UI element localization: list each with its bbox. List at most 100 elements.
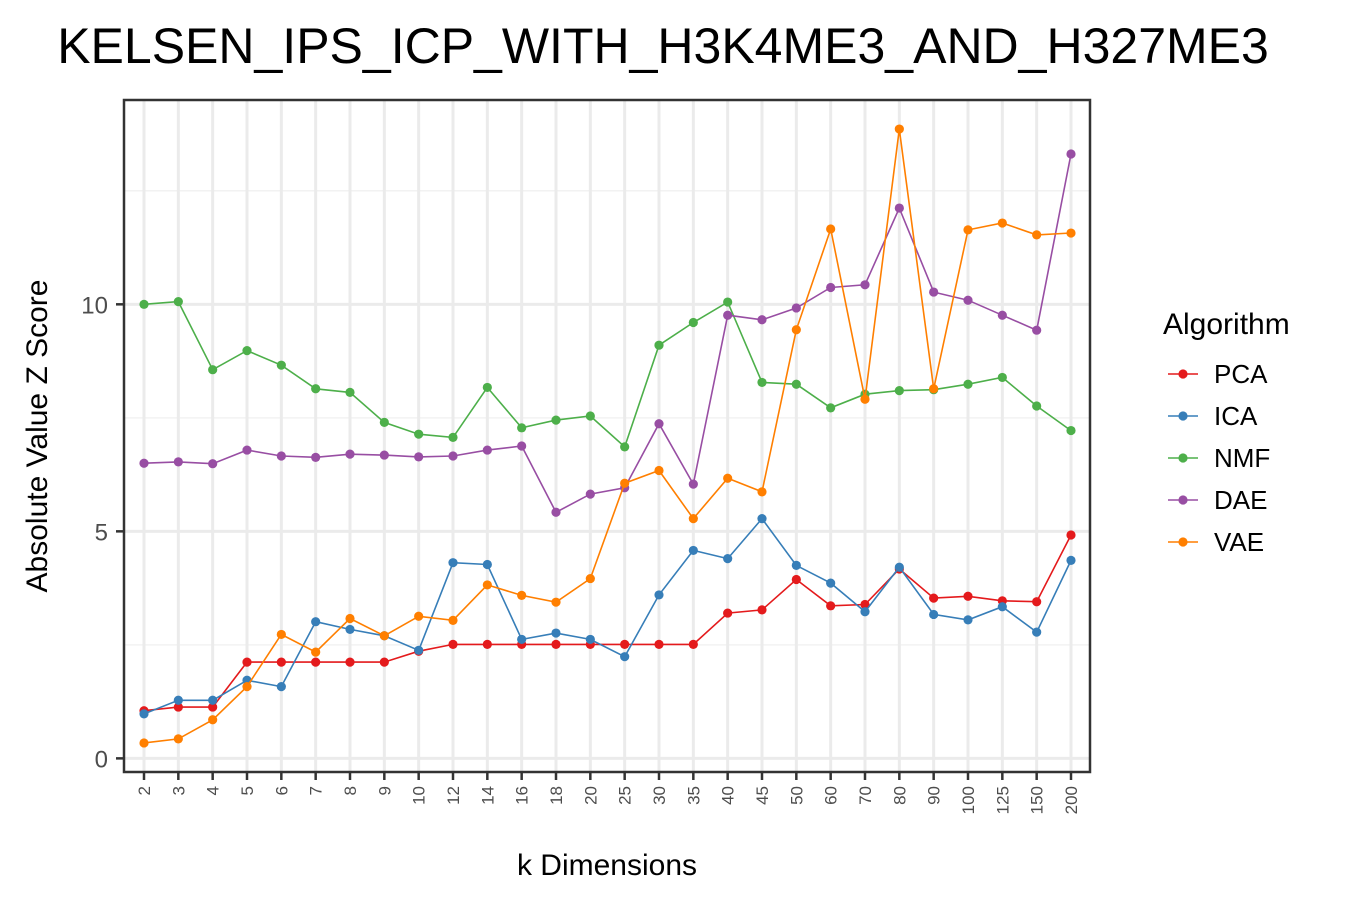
- data-point-nmf: [997, 372, 1007, 383]
- data-point-vae: [654, 465, 664, 476]
- data-point-dae: [517, 441, 527, 451]
- data-point-dae: [963, 295, 973, 305]
- data-point-vae: [997, 218, 1007, 228]
- data-point-nmf: [791, 379, 801, 389]
- data-point-dae: [1066, 149, 1076, 159]
- data-point-pca: [276, 657, 286, 667]
- data-point-ica: [517, 634, 527, 645]
- legend-key-point: [1178, 537, 1188, 547]
- x-tick-label: 50: [787, 786, 806, 805]
- data-point-nmf: [757, 377, 767, 388]
- legend-label: ICA: [1214, 401, 1258, 431]
- data-point-vae: [345, 613, 355, 624]
- data-point-dae: [345, 449, 355, 459]
- data-point-ica: [414, 645, 424, 655]
- data-point-ica: [276, 682, 286, 692]
- x-tick-label: 125: [993, 786, 1012, 814]
- data-point-pca: [311, 657, 321, 667]
- data-point-nmf: [276, 360, 286, 370]
- data-point-vae: [276, 629, 286, 640]
- data-point-nmf: [894, 385, 904, 396]
- data-point-nmf: [517, 423, 527, 433]
- legend-item-dae: DAE: [1168, 485, 1267, 515]
- data-point-pca: [620, 639, 630, 650]
- data-point-ica: [997, 602, 1007, 612]
- data-point-dae: [723, 310, 733, 320]
- data-point-pca: [173, 702, 183, 712]
- data-point-vae: [791, 325, 801, 335]
- legend-item-vae: VAE: [1168, 527, 1264, 557]
- data-point-ica: [620, 652, 630, 662]
- data-point-dae: [242, 445, 252, 455]
- data-point-pca: [757, 605, 767, 615]
- data-point-nmf: [208, 365, 218, 375]
- data-point-nmf: [173, 297, 183, 307]
- x-tick-label: 12: [444, 786, 463, 805]
- y-axis-title: Absolute Value Z Score: [21, 280, 54, 593]
- data-point-vae: [860, 394, 870, 404]
- data-point-pca: [1032, 597, 1042, 607]
- legend-item-pca: PCA: [1168, 359, 1268, 389]
- data-point-vae: [894, 124, 904, 134]
- data-point-dae: [929, 287, 939, 297]
- chart-title: KELSEN_IPS_ICP_WITH_H3K4ME3_AND_H327ME3: [57, 18, 1269, 74]
- data-point-dae: [791, 303, 801, 313]
- data-point-vae: [379, 631, 389, 641]
- data-point-dae: [276, 451, 286, 461]
- data-point-nmf: [414, 429, 424, 439]
- x-tick-label: 100: [959, 786, 978, 814]
- data-point-ica: [860, 607, 870, 617]
- data-point-dae: [414, 452, 424, 462]
- data-point-nmf: [139, 299, 149, 309]
- data-point-dae: [139, 458, 149, 468]
- data-point-pca: [242, 657, 252, 667]
- legend-label: PCA: [1214, 359, 1268, 389]
- data-point-nmf: [826, 403, 836, 413]
- y-tick-label: 0: [95, 746, 108, 773]
- data-point-ica: [1066, 555, 1076, 566]
- data-point-vae: [929, 384, 939, 394]
- data-point-dae: [379, 450, 389, 460]
- data-point-nmf: [654, 340, 664, 350]
- data-point-pca: [448, 639, 458, 650]
- data-point-pca: [1066, 530, 1076, 540]
- data-point-nmf: [585, 411, 595, 421]
- data-point-ica: [723, 553, 733, 564]
- data-point-ica: [173, 695, 183, 705]
- data-point-nmf: [1032, 401, 1042, 411]
- data-point-nmf: [242, 346, 252, 356]
- data-point-dae: [654, 419, 664, 429]
- data-point-nmf: [723, 297, 733, 307]
- x-tick-label: 6: [272, 786, 291, 795]
- data-point-ica: [929, 609, 939, 620]
- series-nmf: [139, 297, 1076, 452]
- x-tick-label: 3: [169, 786, 188, 795]
- data-point-vae: [311, 647, 321, 657]
- legend-key-point: [1178, 495, 1188, 505]
- x-tick-label: 45: [753, 786, 772, 805]
- x-tick-label: 16: [513, 786, 532, 805]
- y-tick-label: 5: [95, 519, 108, 546]
- data-point-ica: [585, 634, 595, 645]
- data-point-nmf: [311, 384, 321, 394]
- legend-label: NMF: [1214, 443, 1270, 473]
- x-tick-label: 90: [925, 786, 944, 805]
- data-point-dae: [757, 315, 767, 325]
- data-point-nmf: [345, 387, 355, 398]
- x-tick-label: 150: [1028, 786, 1047, 814]
- data-point-pca: [345, 657, 355, 667]
- x-tick-label: 30: [650, 786, 669, 805]
- x-tick-label: 9: [375, 786, 394, 795]
- x-tick-label: 35: [684, 786, 703, 805]
- data-point-dae: [826, 282, 836, 293]
- data-point-pca: [654, 639, 664, 650]
- data-point-vae: [242, 682, 252, 692]
- data-point-vae: [482, 580, 492, 590]
- data-point-nmf: [379, 417, 389, 427]
- x-tick-label: 4: [204, 786, 223, 795]
- data-point-vae: [139, 738, 149, 748]
- series-dae: [139, 149, 1076, 517]
- series-line-dae: [143, 153, 1072, 514]
- x-axis-title: k Dimensions: [517, 849, 697, 882]
- data-point-pca: [551, 639, 561, 650]
